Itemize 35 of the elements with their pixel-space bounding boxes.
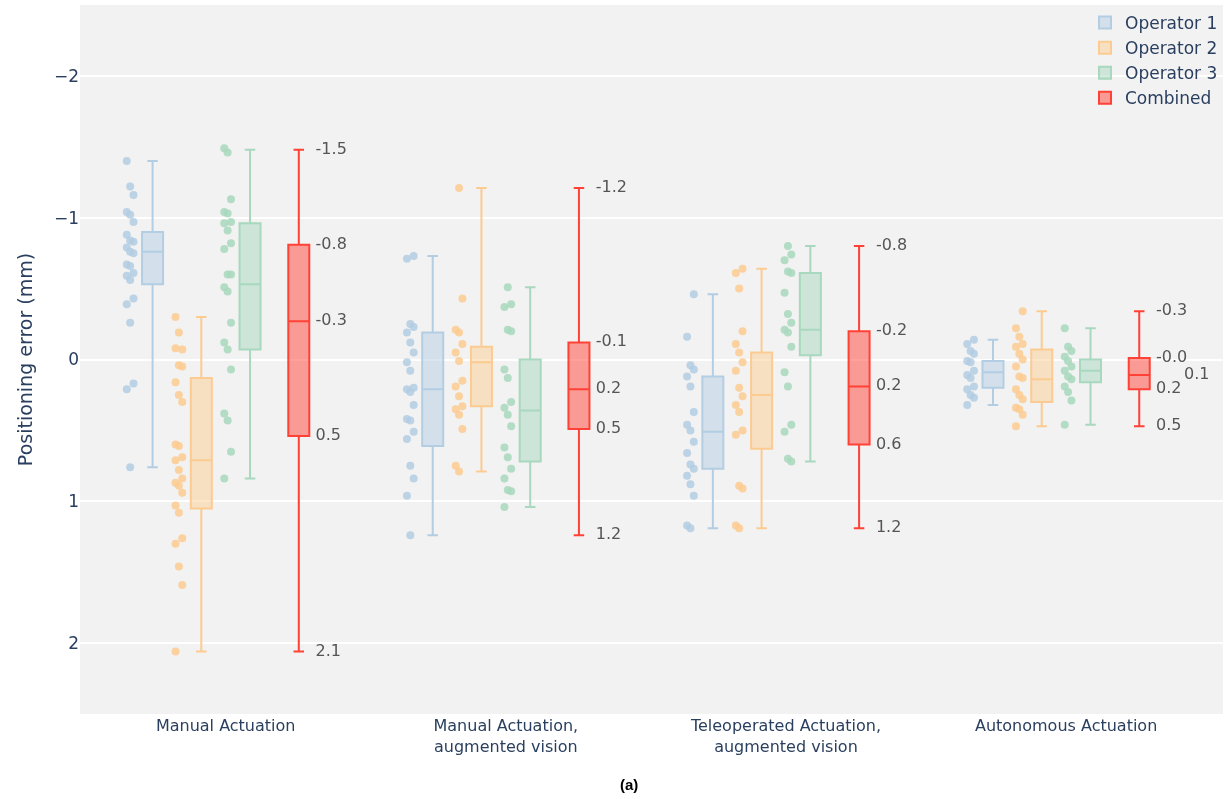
text: 0.5 [315, 425, 342, 445]
text: -1.2 [595, 176, 627, 196]
legend-label: Operator 2 [1125, 38, 1218, 59]
x-tick-label: Teleoperated Actuation, augmented vision [689, 716, 882, 756]
x-tick-label: Manual Actuation [155, 716, 296, 735]
y-axis-title: Positioning error (mm) [14, 252, 36, 467]
x-tick-label: Autonomous Actuation [974, 716, 1158, 735]
legend-label: Combined [1125, 88, 1212, 109]
text: -0.3 [1156, 300, 1188, 320]
text: -0.3 [315, 310, 347, 330]
y-tick-label: 1 [68, 491, 79, 512]
y-tick-label: 0 [68, 349, 79, 370]
text: -0.1 [595, 331, 627, 351]
text: -0.0 [1156, 347, 1188, 367]
text: 0.2 [875, 375, 902, 395]
text: 1.2 [875, 517, 902, 537]
y-tick-label: −1 [53, 207, 79, 228]
text: -0.8 [875, 235, 908, 255]
x-tick-label: Manual Actuation, augmented vision [433, 716, 579, 756]
text: 0.2 [595, 378, 622, 398]
text: 2.1 [315, 640, 342, 660]
legend-label: Operator 1 [1125, 13, 1218, 34]
text: -1.5 [315, 138, 347, 158]
text: 1.2 [595, 524, 622, 544]
text: 0.5 [595, 417, 622, 437]
y-tick-label: 2 [68, 633, 79, 654]
text: 0.2 [1156, 378, 1182, 398]
text: 0.5 [1156, 415, 1182, 435]
y-tick-label: −2 [53, 65, 79, 86]
text: -0.8 [315, 233, 347, 253]
text: (a) [620, 776, 639, 793]
text: 0.6 [875, 433, 902, 453]
text: -0.2 [875, 320, 908, 340]
text: 0.1 [1184, 364, 1210, 384]
legend-label: Operator 3 [1125, 63, 1218, 84]
